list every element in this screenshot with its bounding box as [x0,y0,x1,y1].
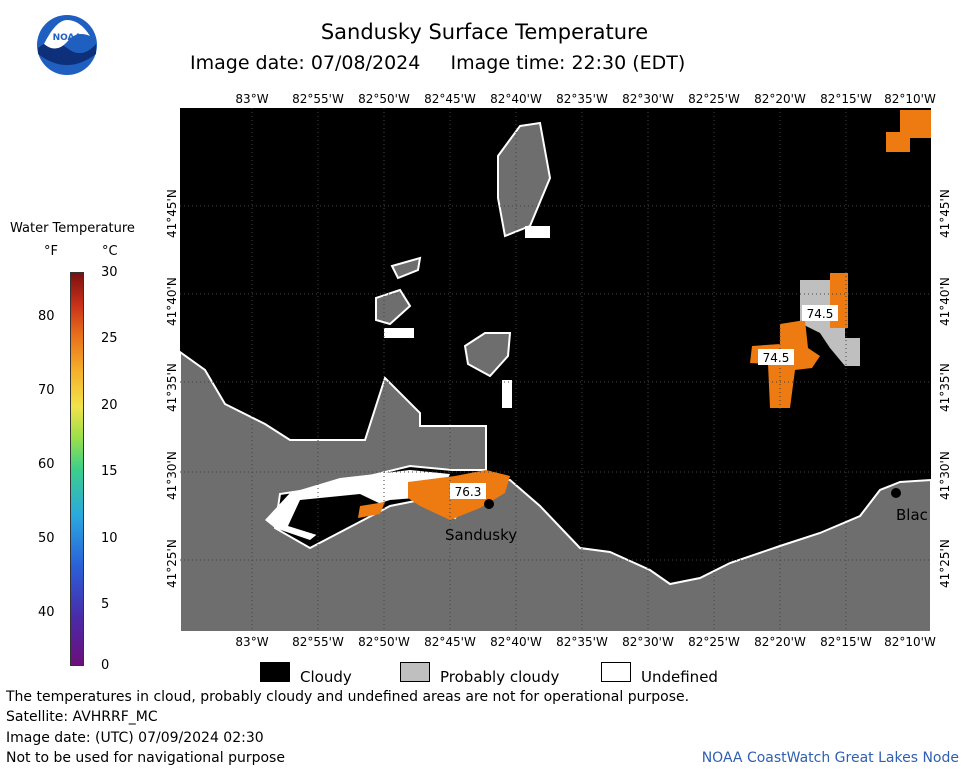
undefined-area [525,226,550,238]
warm-water-bay [358,502,385,518]
lon-label-top: 82°50'W [358,92,410,106]
f-tick: 80 [38,309,55,324]
unit-celsius: °C [102,244,118,259]
temp-label: 76.3 [455,485,482,499]
c-tick: 20 [101,398,118,413]
c-tick: 5 [101,597,110,612]
undefined-swatch [601,662,631,682]
city-label-blac: Blac [896,506,928,524]
lon-label-top: 82°20'W [754,92,806,106]
satellite-note: Satellite: AVHRRF_MC [6,709,158,725]
lat-label-left: 41°25'N [165,539,179,588]
cloudy-swatch [260,662,290,682]
c-tick: 25 [101,331,118,346]
island [463,332,512,378]
lon-label-top: 82°45'W [424,92,476,106]
credit-link[interactable]: NOAA CoastWatch Great Lakes Node [701,750,959,766]
lat-label-right: 41°30'N [938,451,952,500]
noaa-logo: NOAA [36,14,98,76]
c-tick: 30 [101,265,118,280]
lon-label-top: 82°35'W [556,92,608,106]
navigation-warning: Not to be used for navigational purpose [6,750,285,766]
island [390,256,422,280]
surface-temperature-map: 74.5 74.5 76.3 Sandusky Blac [180,108,931,632]
undefined-area [384,328,414,338]
cloudy-label: Cloudy [300,668,352,686]
lon-label-top: 82°55'W [292,92,344,106]
unit-fahrenheit: °F [44,244,58,259]
f-tick: 40 [38,605,55,620]
probably-cloudy-swatch [400,662,430,682]
undefined-area [502,380,512,408]
island [497,121,552,238]
page-title: Sandusky Surface Temperature [320,20,649,44]
lon-label-top: 82°40'W [490,92,542,106]
temperature-colorbar [70,272,84,666]
lon-label-bottom: 82°15'W [820,635,872,649]
lon-label-bottom: 82°10'W [884,635,936,649]
lat-label-left: 41°35'N [165,363,179,412]
city-marker [891,488,901,498]
lat-label-right: 41°45'N [938,189,952,238]
undefined-label: Undefined [641,668,718,686]
lon-label-bottom: 83°W [235,635,269,649]
probably-cloudy-label: Probably cloudy [440,668,560,686]
legend-title: Water Temperature [10,221,135,236]
lon-label-top: 82°30'W [622,92,674,106]
utc-date-note: Image date: (UTC) 07/09/2024 02:30 [6,730,264,746]
f-tick: 70 [38,383,55,398]
lon-label-bottom: 82°55'W [292,635,344,649]
temp-label-bg [758,349,794,365]
lat-label-right: 41°40'N [938,277,952,326]
lat-label-left: 41°45'N [165,189,179,238]
lat-label-right: 41°35'N [938,363,952,412]
lon-label-top: 83°W [235,92,269,106]
noaa-logo-text: NOAA [53,33,82,43]
c-tick: 15 [101,464,118,479]
lon-label-bottom: 82°25'W [688,635,740,649]
warm-water-northeast [900,110,931,138]
lon-label-top: 82°15'W [820,92,872,106]
sandusky-bay-cloud [288,494,385,536]
f-tick: 50 [38,531,55,546]
image-datetime: Image date: 07/08/2024 Image time: 22:30… [190,52,686,74]
temp-label: 74.5 [763,351,790,365]
lon-label-top: 82°25'W [688,92,740,106]
lon-label-bottom: 82°30'W [622,635,674,649]
lon-label-bottom: 82°40'W [490,635,542,649]
lon-label-bottom: 82°50'W [358,635,410,649]
f-tick: 60 [38,457,55,472]
city-label-sandusky: Sandusky [445,526,517,544]
warm-water-northeast [886,132,910,152]
temp-label-bg [802,305,838,321]
temp-label-bg [450,483,486,499]
graticule [180,108,931,632]
sandusky-marker [484,499,494,509]
lat-label-left: 41°30'N [165,451,179,500]
c-tick: 10 [101,531,118,546]
c-tick: 0 [101,658,110,673]
temp-label: 74.5 [807,307,834,321]
island [375,288,412,326]
lon-label-top: 82°10'W [884,92,936,106]
noaa-logo-icon: NOAA [37,15,97,75]
lat-label-left: 41°40'N [165,277,179,326]
disclaimer-note: The temperatures in cloud, probably clou… [6,689,690,705]
lat-label-right: 41°25'N [938,539,952,588]
lon-label-bottom: 82°20'W [754,635,806,649]
lon-label-bottom: 82°45'W [424,635,476,649]
lon-label-bottom: 82°35'W [556,635,608,649]
